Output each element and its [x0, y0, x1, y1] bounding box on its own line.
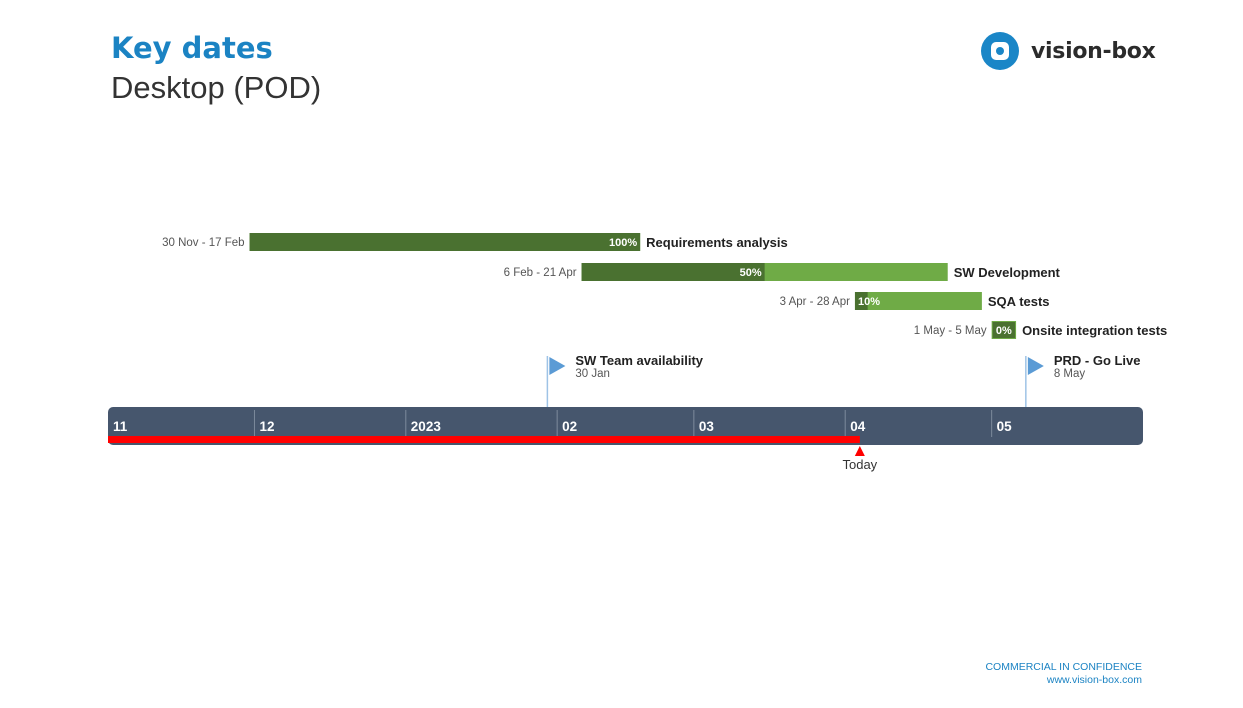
timeline-tick-label: 11	[113, 419, 128, 434]
milestone-flag-icon	[1027, 357, 1044, 375]
milestone-name: PRD - Go Live	[1054, 353, 1141, 368]
task-date-range: 30 Nov - 17 Feb	[162, 237, 244, 249]
today-progress-line	[108, 436, 860, 443]
today-label: Today	[842, 457, 877, 472]
task-progress-bar	[249, 233, 641, 251]
task-bar	[854, 292, 982, 310]
page-subtitle: Desktop (POD)	[111, 70, 322, 105]
page-title: Key dates	[111, 31, 273, 65]
timeline-tick-label: 12	[259, 419, 274, 434]
task-progress-label: 50%	[740, 267, 762, 279]
confidentiality-notice: COMMERCIAL IN CONFIDENCE	[985, 661, 1142, 673]
task-date-range: 1 May - 5 May	[914, 325, 987, 337]
timeline-tick-label: 02	[562, 419, 577, 434]
today-marker	[854, 446, 865, 456]
timeline-tick-label: 2023	[411, 419, 442, 434]
milestone-date: 8 May	[1054, 368, 1086, 380]
task-date-range: 3 Apr - 28 Apr	[780, 296, 850, 308]
milestone-flag-icon	[549, 357, 566, 375]
timeline-tick-label: 03	[699, 419, 715, 434]
task-progress-bar	[854, 292, 868, 310]
timeline-tick-label: 05	[997, 419, 1013, 434]
task-progress-badge	[992, 322, 1016, 338]
footer: COMMERCIAL IN CONFIDENCE www.vision-box.…	[985, 661, 1142, 687]
task-date-range: 6 Feb - 21 Apr	[504, 267, 577, 279]
task-name: Onsite integration tests	[1022, 323, 1167, 338]
timeline-tick-label: 04	[850, 419, 866, 434]
milestone-name: SW Team availability	[575, 353, 703, 368]
timeline-band	[108, 407, 1143, 445]
vision-box-logo-icon	[981, 32, 1019, 70]
brand-logo: vision-box	[981, 31, 1156, 71]
task-progress-label: 100%	[609, 237, 637, 249]
website-link[interactable]: www.vision-box.com	[1046, 674, 1142, 686]
logo-text: vision-box	[1031, 38, 1156, 64]
task-progress-label: 10%	[858, 296, 880, 308]
task-name: Requirements analysis	[646, 235, 788, 250]
task-progress-label: 0%	[996, 325, 1012, 337]
milestone-date: 30 Jan	[575, 368, 610, 380]
task-name: SW Development	[954, 265, 1061, 280]
task-progress-bar	[581, 263, 765, 281]
task-name: SQA tests	[988, 294, 1050, 309]
